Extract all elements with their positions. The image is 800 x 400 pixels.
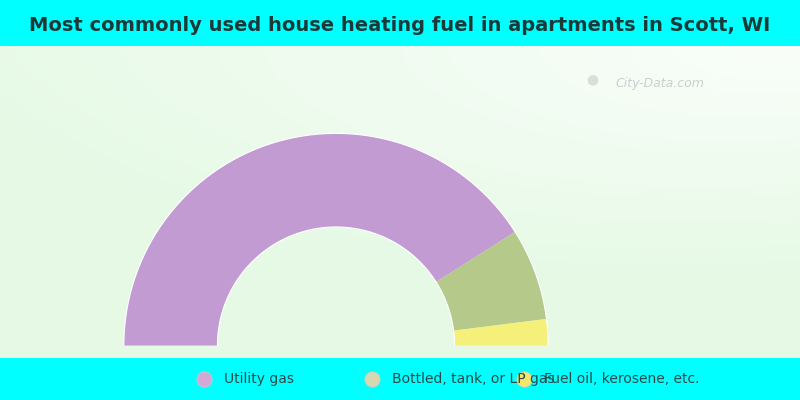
Text: ●: ● <box>586 72 598 86</box>
Text: Most commonly used house heating fuel in apartments in Scott, WI: Most commonly used house heating fuel in… <box>30 16 770 35</box>
Text: Fuel oil, kerosene, etc.: Fuel oil, kerosene, etc. <box>544 372 699 386</box>
Polygon shape <box>436 232 546 331</box>
Text: Bottled, tank, or LP gas: Bottled, tank, or LP gas <box>392 372 554 386</box>
Text: Utility gas: Utility gas <box>224 372 294 386</box>
Polygon shape <box>124 133 515 346</box>
Text: City-Data.com: City-Data.com <box>615 77 704 90</box>
Polygon shape <box>454 319 548 346</box>
